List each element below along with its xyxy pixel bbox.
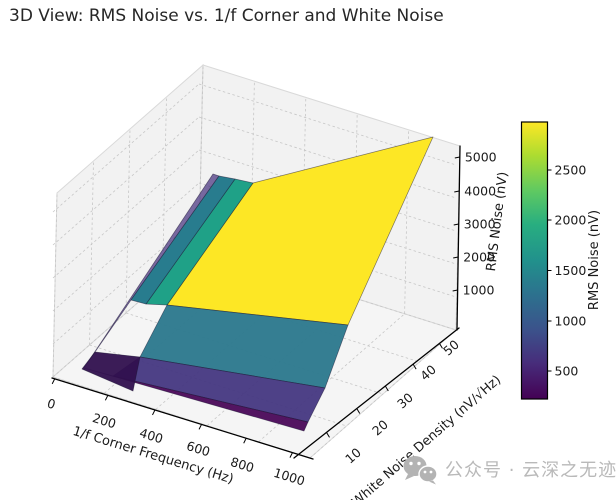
colorbar-tick-label: 500 [555,364,579,379]
y-tick-label: 10 [342,445,364,467]
z-tick-mark [453,223,459,226]
z-tick-label: 4000 [464,184,496,199]
left-wall-gridline [89,160,94,346]
left-wall-gridline [125,128,131,314]
z-tick-mark [454,156,460,159]
x-tick-label: 1000 [272,465,307,489]
x-tick-label: 800 [229,454,256,475]
right-wall-gridline [404,129,409,314]
z-tick-label: 2000 [463,250,495,265]
z-tick-mark [453,256,459,259]
x-tick-mark [104,395,109,401]
chart-title: 3D View: RMS Noise vs. 1/f Corner and Wh… [9,6,444,26]
surface-facet [130,175,236,305]
left-wall-gridline [52,149,200,279]
left-wall-gridline [52,116,200,246]
watermark: 公众号 · 云深之无迹 [402,453,616,485]
x-tick-label: 400 [138,425,165,446]
x-tick-mark [289,452,293,458]
surface-facet [81,351,141,392]
y-tick-mark [326,432,330,438]
colorbar-tick-label: 1500 [555,263,587,278]
y-tick-mark [439,343,443,349]
y-tick-label: 30 [394,390,416,412]
left-wall-gridline [52,83,200,213]
left-wall-gridline [52,182,200,312]
x-tick-mark [51,378,56,385]
watermark-text: 公众号 · 云深之无迹 [445,460,616,481]
x-tick-mark [152,409,156,416]
wechat-icon [403,456,438,485]
colorbar-tick-label: 1000 [555,314,587,329]
y-tick-mark [384,385,389,392]
y-tick-label: 40 [417,362,439,384]
x-axis-line [51,377,314,460]
z-tick-mark [452,289,458,292]
x-tick-mark [198,424,202,430]
y-tick-mark [412,363,417,370]
y-tick-mark [356,408,361,414]
z-tick-label: 5000 [465,150,497,165]
x-tick-label: 200 [91,410,118,431]
floor-gridline [309,329,457,459]
x-tick-mark [243,438,247,444]
colorbar-label: RMS Noise (nV) [587,210,602,310]
z-tick-label: 3000 [464,217,496,232]
x-tick-label: 0 [45,395,57,412]
colorbar-tick-label: 2500 [555,163,587,178]
z-axis-line [456,145,461,331]
x-tick-label: 600 [185,438,212,459]
left-wall-gridline [52,192,58,378]
z-tick-label: 1000 [463,283,495,298]
colorbar-tick-label: 2000 [555,213,587,228]
y-tick-label: 20 [369,417,391,439]
colorbar [520,121,549,400]
z-tick-mark [454,190,460,193]
y-axis-line [293,327,460,459]
